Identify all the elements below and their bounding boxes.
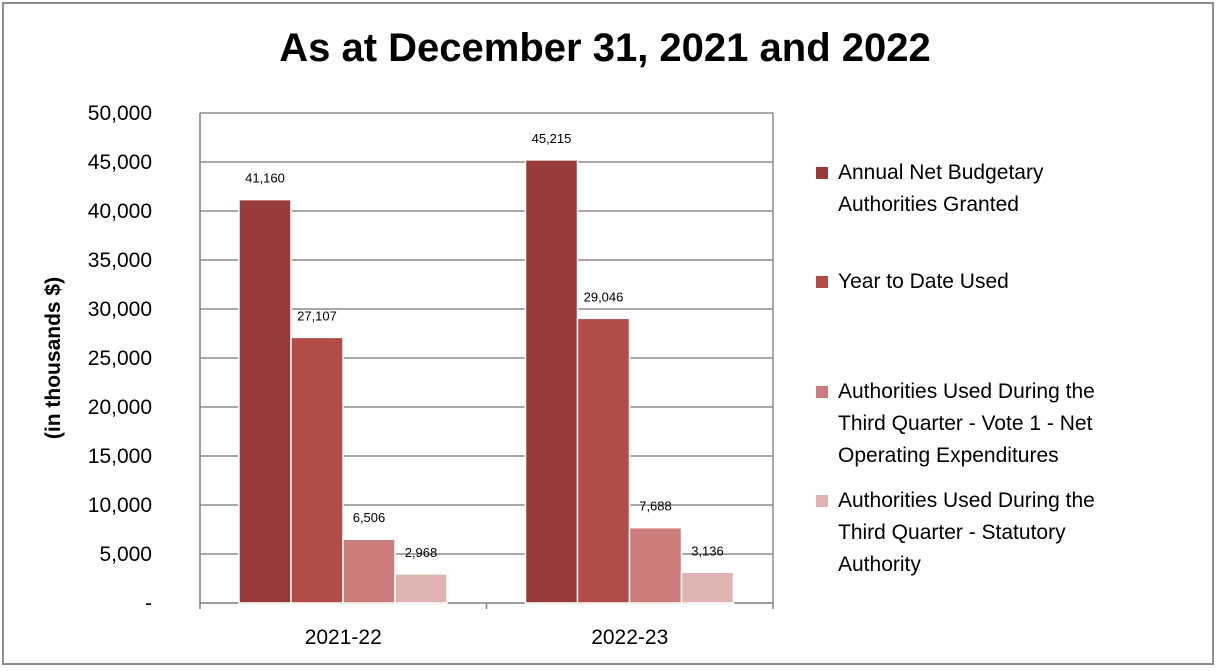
bar (342, 538, 396, 604)
legend-item: Authorities Used During the Third Quarte… (816, 376, 1168, 472)
legend-label: Authorities Used During the Third Quarte… (838, 380, 1095, 467)
legend-label: Year to Date Used (838, 270, 1009, 293)
chart-title: As at December 31, 2021 and 2022 (279, 26, 931, 70)
y-tick-label: 15,000 (88, 445, 152, 468)
x-category-label: 2022-23 (591, 626, 668, 649)
data-label: 7,688 (639, 499, 672, 514)
y-tick-label: 45,000 (88, 151, 152, 174)
y-tick-label: 25,000 (88, 347, 152, 370)
x-category-label: 2021-22 (305, 626, 382, 649)
data-label: 6,506 (353, 510, 386, 525)
legend-swatch (816, 386, 828, 398)
bar (290, 336, 344, 604)
legend-item: Authorities Used During the Third Quarte… (816, 485, 1168, 581)
legend-swatch (816, 276, 828, 288)
legend-label: Annual Net Budgetary Authorities Granted (838, 161, 1044, 216)
bar (524, 159, 579, 604)
bar (680, 571, 735, 604)
y-axis-label: (in thousands $) (42, 277, 65, 439)
y-tick-label: 10,000 (88, 494, 152, 517)
y-tick-label: 40,000 (88, 200, 152, 223)
data-label: 45,215 (532, 131, 572, 146)
bar (576, 317, 631, 604)
y-tick-label: 20,000 (88, 396, 152, 419)
legend-swatch (816, 495, 828, 507)
y-tick-label: 35,000 (88, 249, 152, 272)
data-label: 27,107 (297, 308, 337, 323)
bar (628, 526, 683, 604)
legend-item: Annual Net Budgetary Authorities Granted (816, 157, 1168, 221)
y-tick-label: 5,000 (99, 543, 152, 566)
bar (238, 198, 292, 604)
bar (394, 573, 448, 604)
y-tick-label: - (145, 592, 152, 615)
data-label: 29,046 (584, 289, 624, 304)
legend-swatch (816, 167, 828, 179)
data-label: 2,968 (405, 545, 438, 560)
y-tick-label: 50,000 (88, 102, 152, 125)
legend-label: Authorities Used During the Third Quarte… (838, 489, 1095, 576)
y-tick-label: 30,000 (88, 298, 152, 321)
data-label: 41,160 (245, 171, 285, 186)
data-label: 3,136 (691, 543, 724, 558)
legend-item: Year to Date Used (816, 266, 1168, 298)
